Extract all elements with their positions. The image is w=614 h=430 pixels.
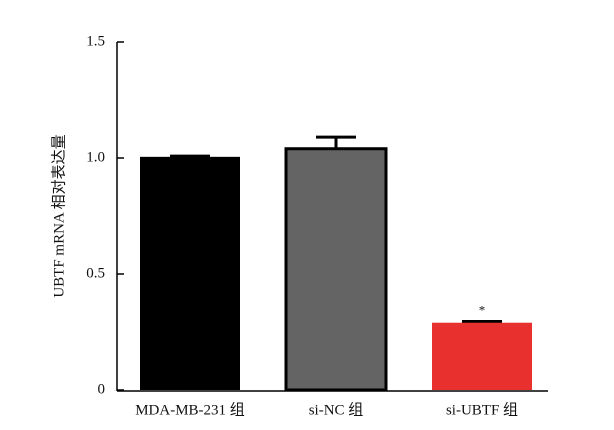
x-tick-label: si-UBTF 组 bbox=[446, 401, 518, 418]
y-axis-label: UBTF mRNA 相对表达量 bbox=[50, 134, 67, 297]
bar bbox=[140, 156, 240, 390]
bar bbox=[432, 322, 532, 390]
significance-mark: * bbox=[479, 303, 486, 318]
y-tick-label: 1.5 bbox=[86, 33, 105, 49]
y-tick-label: 1.0 bbox=[86, 149, 105, 165]
x-tick-label: MDA-MB-231 组 bbox=[135, 401, 245, 418]
x-tick-label: si-NC 组 bbox=[309, 401, 364, 418]
y-tick-label: 0.5 bbox=[86, 265, 105, 281]
y-tick-label: 0 bbox=[98, 381, 106, 397]
bar bbox=[284, 147, 388, 392]
